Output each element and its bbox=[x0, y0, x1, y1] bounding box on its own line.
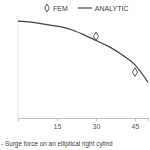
x-axis: 15 30 45 bbox=[19, 118, 149, 130]
y-axis-line bbox=[18, 16, 19, 118]
x-tick-label: 45 bbox=[132, 123, 140, 130]
x-tick-mark bbox=[135, 118, 136, 121]
legend-key bbox=[45, 4, 50, 12]
x-tick-label: 30 bbox=[93, 123, 101, 130]
legend-label: ANALYTIC bbox=[95, 5, 129, 12]
x-tick-mark bbox=[96, 118, 97, 121]
title: - Surge force on an elliptical right cyl… bbox=[1, 140, 113, 148]
chart: 15 30 45 FEM ANALYTIC - Surge force on an ell… bbox=[0, 0, 150, 150]
legend-key bbox=[78, 7, 92, 8]
x-tick-label: 15 bbox=[54, 123, 62, 130]
point bbox=[132, 68, 137, 77]
x-tick-mark bbox=[57, 118, 58, 121]
x-tick: 15 bbox=[54, 118, 62, 130]
x-tick: 45 bbox=[132, 118, 140, 130]
x-axis-line bbox=[19, 119, 149, 122]
legend: FEM ANALYTIC bbox=[45, 4, 129, 12]
legend-label: FEM bbox=[53, 5, 68, 12]
line bbox=[18, 21, 148, 82]
plot-area bbox=[18, 21, 148, 82]
x-tick: 30 bbox=[93, 118, 101, 130]
